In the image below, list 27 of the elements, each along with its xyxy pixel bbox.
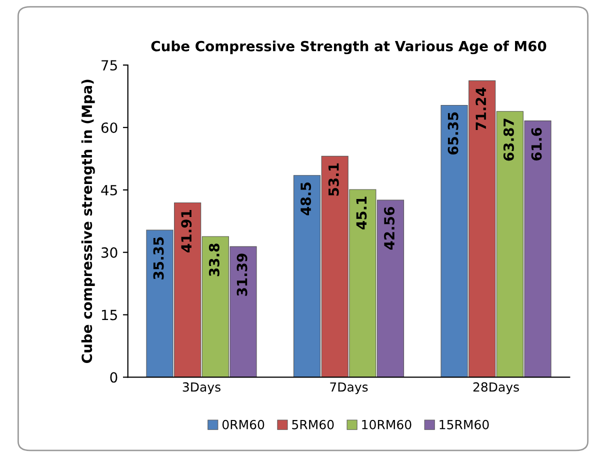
y-tick-label: 75 (102, 60, 117, 71)
data-label: 31.39 (236, 254, 248, 296)
data-label: 71.24 (476, 88, 486, 130)
data-label: 65.35 (448, 112, 458, 155)
y-tick-label: 0 (110, 372, 118, 383)
data-label: 42.56 (384, 207, 395, 250)
legend-label: 0RM60 (222, 420, 264, 430)
y-tick-label: 30 (102, 247, 118, 258)
data-label: 33.8 (208, 244, 220, 276)
data-label: 48.5 (300, 182, 312, 216)
legend-label: 15RM60 (440, 420, 489, 430)
data-label: 45.1 (356, 196, 367, 230)
legend-label: 10RM60 (362, 420, 412, 430)
data-label: 61.6 (531, 128, 542, 160)
x-tick-label: 28Days (473, 382, 519, 394)
data-label: 41.91 (181, 210, 192, 252)
y-tick-label: 15 (102, 310, 117, 320)
x-tick-label: 3Days (182, 382, 220, 394)
legend-label: 5RM60 (292, 420, 334, 430)
y-axis-title: Cube compressive strength in (Mpa) (81, 80, 95, 363)
chart-title: Cube Compressive Strength at Various Age of M60 (151, 40, 546, 54)
y-tick-label: 60 (101, 122, 118, 133)
x-tick-label: 7Days (330, 382, 368, 394)
data-label: 63.87 (503, 118, 514, 161)
data-label: 53.1 (328, 163, 339, 196)
y-tick-label: 45 (101, 185, 117, 196)
data-label: 35.35 (153, 237, 164, 280)
